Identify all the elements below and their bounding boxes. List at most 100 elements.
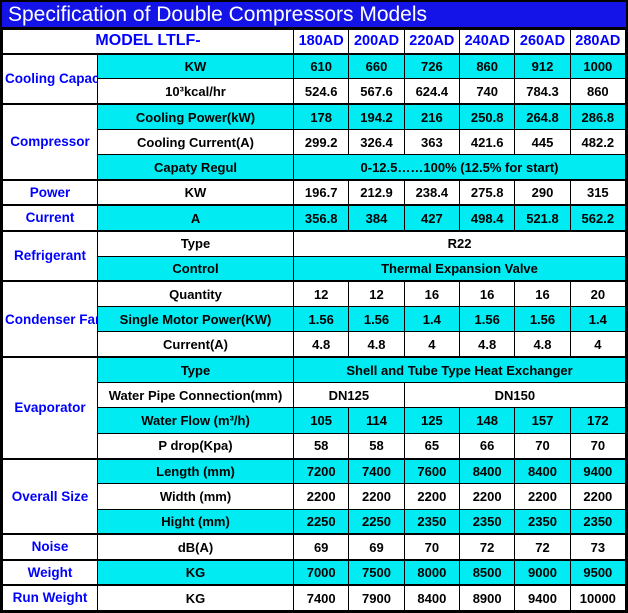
value-cell: 660 [348, 52, 405, 80]
value-cell: 7000 [293, 558, 350, 586]
value-cell: 250.8 [458, 103, 516, 130]
category-cell: Overall Size [2, 457, 98, 535]
value-cell: 172 [569, 407, 627, 434]
spec-row: P drop(Kpa) 58 58 65 66 70 70 [3, 432, 627, 460]
spec-row: Current A 356.8 384 427 498.4 521.8 562.2 [2, 204, 627, 232]
category-cell: Current [2, 204, 98, 232]
row-label: KG [96, 558, 295, 586]
spec-row: Water Pipe Connection(mm) DN125 DN150 [3, 382, 627, 409]
category-cell: Evaporator [2, 356, 98, 460]
value-cell: 2200 [403, 483, 461, 510]
value-cell: 10000 [569, 584, 627, 612]
value-cell: 521.8 [514, 204, 571, 232]
header-row: MODEL LTLF- 180AD 200AD 220AD 240AD 260A… [1, 29, 627, 54]
value-cell: 2250 [293, 508, 350, 535]
value-cell: 482.2 [569, 128, 627, 156]
value-cell: 1.4 [569, 306, 627, 333]
value-cell: 7200 [293, 457, 350, 485]
spec-row: Overall Size Length (mm) 7200 7400 7600 8400 8… [2, 457, 627, 535]
value-cell: 445 [514, 128, 571, 156]
value-cell: 20 [569, 280, 627, 308]
value-cell: 610 [293, 52, 350, 80]
value-cell: 384 [348, 204, 405, 232]
value-cell: 73 [569, 533, 627, 561]
value-cell: 1.56 [293, 306, 350, 333]
value-cell: 326.4 [348, 128, 405, 156]
value-cell: 2200 [514, 483, 571, 510]
row-label: Hight (mm) [96, 508, 295, 535]
value-cell: 72 [514, 533, 571, 561]
value-cell: 624.4 [403, 78, 461, 105]
value-cell: 0-12.5……100% (12.5% for start) [293, 154, 626, 181]
row-label: Type [96, 356, 295, 384]
value-cell: 860 [569, 78, 627, 105]
value-cell: 9000 [514, 558, 571, 586]
value-cell: 8900 [458, 584, 516, 612]
model-column-header: 260AD [514, 29, 571, 54]
value-cell: 70 [514, 432, 571, 460]
value-cell: 216 [403, 103, 461, 130]
value-cell: 4.8 [514, 331, 571, 358]
value-cell: 290 [514, 179, 571, 206]
row-label: Width (mm) [96, 483, 295, 510]
model-column-header: 280AD [569, 29, 627, 54]
row-label: dB(A) [96, 533, 295, 561]
value-cell: 1.56 [348, 306, 405, 333]
value-cell: 8400 [403, 584, 461, 612]
spec-row: Condenser Fan Quantity 12 12 16 16 16 20 [2, 280, 627, 358]
value-cell: 2200 [569, 483, 627, 510]
value-cell: 363 [403, 128, 461, 156]
row-label: 10³kcal/hr [96, 78, 295, 105]
row-label: Length (mm) [96, 457, 295, 485]
spec-row: Capaty Regul 0-12.5……100% (12.5% for star… [3, 154, 626, 181]
value-cell: 7400 [293, 584, 350, 612]
value-cell: 9500 [569, 558, 627, 586]
row-label: Water Pipe Connection(mm) [96, 382, 295, 409]
value-cell: 2350 [458, 508, 516, 535]
value-cell: DN150 [403, 382, 627, 409]
value-cell: 2200 [458, 483, 516, 510]
row-label: A [96, 204, 295, 232]
value-cell: 524.6 [293, 78, 350, 105]
spec-table-body: Cooling CapacityKW610660726860912100010³… [2, 52, 627, 612]
value-cell: 9400 [514, 584, 571, 612]
value-cell: 8400 [458, 457, 516, 485]
category-cell: Power [2, 179, 98, 206]
spec-row: Control Thermal Expansion Valve [3, 255, 626, 282]
value-cell: 194.2 [348, 103, 405, 130]
row-label: Type [96, 229, 295, 257]
value-cell: 7600 [403, 457, 461, 485]
value-cell: 65 [403, 432, 461, 460]
row-label: KW [96, 52, 295, 80]
value-cell: 4.8 [293, 331, 350, 358]
spec-row: Current(A) 4.8 4.8 4 4.8 4.8 4 [3, 331, 627, 358]
value-cell: 2200 [293, 483, 350, 510]
value-cell: R22 [293, 229, 626, 257]
value-cell: 70 [569, 432, 627, 460]
value-cell: 178 [293, 103, 350, 130]
value-cell: 427 [403, 204, 461, 232]
value-cell: 58 [348, 432, 405, 460]
value-cell: 7900 [348, 584, 405, 612]
value-cell: 114 [348, 407, 405, 434]
value-cell: 196.7 [293, 179, 350, 206]
value-cell: 72 [458, 533, 516, 561]
value-cell: 69 [348, 533, 405, 561]
value-cell: 1.56 [514, 306, 571, 333]
category-cell: Cooling Capacity [2, 52, 98, 105]
value-cell: 784.3 [514, 78, 571, 105]
value-cell: 4 [403, 331, 461, 358]
value-cell: 157 [514, 407, 571, 434]
value-cell: 1.56 [458, 306, 516, 333]
value-cell: 726 [403, 52, 461, 80]
row-label: P drop(Kpa) [96, 432, 295, 460]
category-cell: Noise [2, 533, 98, 561]
spec-row: 10³kcal/hr 524.6 567.6 624.4 740 784.3 860 [3, 78, 627, 105]
value-cell: 498.4 [458, 204, 516, 232]
value-cell: 69 [293, 533, 350, 561]
spec-row: Evaporator Type Shell and Tube Type Heat E… [2, 356, 626, 460]
value-cell: 7500 [348, 558, 405, 586]
value-cell: 4.8 [348, 331, 405, 358]
value-cell: 2350 [514, 508, 571, 535]
model-column-header: 200AD [348, 29, 405, 54]
